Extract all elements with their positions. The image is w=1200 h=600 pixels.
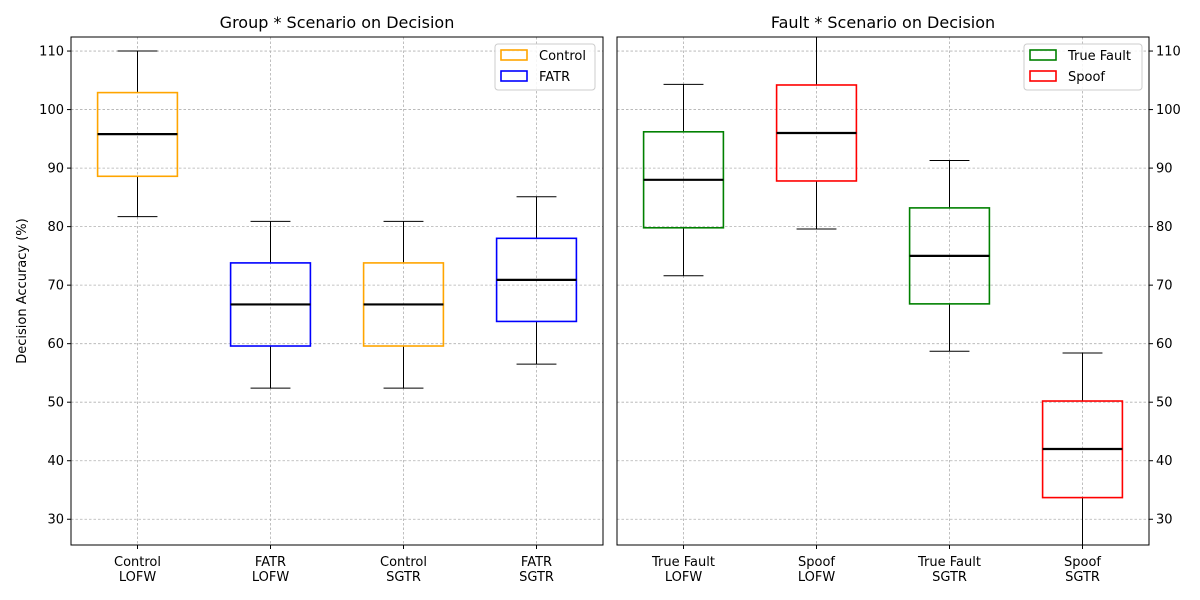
- legend-label: FATR: [539, 70, 570, 85]
- y-tick-label: 40: [1156, 454, 1173, 469]
- y-tick-label: 60: [1156, 337, 1173, 352]
- y-tick-label: 80: [1156, 220, 1173, 235]
- y-tick-label: 90: [47, 162, 64, 177]
- left-chart-panel: Group * Scenario on Decision 30 40 50 60 70 80…: [15, 13, 604, 585]
- legend-swatch: [1029, 70, 1057, 82]
- y-tick-label: 40: [47, 454, 64, 469]
- chart-title: Fault * Scenario on Decision: [771, 13, 995, 32]
- legend-swatch: [500, 70, 528, 82]
- x-tick-label: Control: [114, 555, 161, 570]
- box-plot: [229, 220, 312, 389]
- y-tick-label: 110: [39, 45, 64, 60]
- x-tick-label: LOFW: [119, 570, 156, 585]
- x-tick-label: LOFW: [252, 570, 289, 585]
- y-tick-label: 70: [1156, 279, 1173, 294]
- x-tick-label: True Fault: [917, 555, 981, 570]
- y-tick-label: 110: [1156, 45, 1181, 60]
- y-tick-label: 30: [1156, 513, 1173, 528]
- x-tick-label: LOFW: [665, 570, 702, 585]
- x-tick-label: SGTR: [932, 570, 967, 585]
- x-tick-label: SGTR: [386, 570, 421, 585]
- box-plot: [1041, 352, 1124, 546]
- y-tick-label: 30: [47, 513, 64, 528]
- x-tick-label: SGTR: [1065, 570, 1100, 585]
- y-axis-label: Decision Accuracy (%): [15, 218, 30, 363]
- legend-swatch: [1029, 49, 1057, 61]
- box-plot: [908, 159, 991, 352]
- y-tick-label: 100: [1156, 103, 1181, 118]
- legend-label: Control: [539, 49, 586, 64]
- x-tick-label: SGTR: [519, 570, 554, 585]
- x-tick-label: FATR: [521, 555, 552, 570]
- chart-title: Group * Scenario on Decision: [220, 13, 455, 32]
- box-plot: [642, 83, 725, 277]
- legend: Control FATR: [494, 43, 596, 91]
- y-tick-label: 50: [47, 396, 64, 411]
- axes-frame: [70, 36, 604, 546]
- y-tick-label: 90: [1156, 162, 1173, 177]
- box-plot: [495, 196, 578, 365]
- y-tick-label: 70: [47, 279, 64, 294]
- x-tick-label: Control: [380, 555, 427, 570]
- y-tick-label: 50: [1156, 396, 1173, 411]
- x-tick-label: LOFW: [798, 570, 835, 585]
- legend-swatch: [500, 49, 528, 61]
- y-tick-label: 100: [39, 103, 64, 118]
- legend-box: [1023, 43, 1143, 91]
- x-tick-label: FATR: [255, 555, 286, 570]
- legend-label: Spoof: [1068, 70, 1105, 85]
- x-tick-label: True Fault: [651, 555, 715, 570]
- box-plot: [362, 220, 445, 389]
- y-tick-label: 60: [47, 337, 64, 352]
- legend-box: [494, 43, 596, 91]
- axes-frame: [616, 36, 1150, 546]
- x-tick-label: Spoof: [798, 555, 835, 570]
- legend: True Fault Spoof: [1023, 43, 1143, 91]
- x-tick-label: Spoof: [1064, 555, 1101, 570]
- right-chart-panel: Fault * Scenario on Decision 30 40 50 60 70 80…: [616, 13, 1181, 585]
- legend-label: True Fault: [1067, 49, 1131, 64]
- box-plot: [96, 50, 179, 218]
- y-tick-label: 80: [47, 220, 64, 235]
